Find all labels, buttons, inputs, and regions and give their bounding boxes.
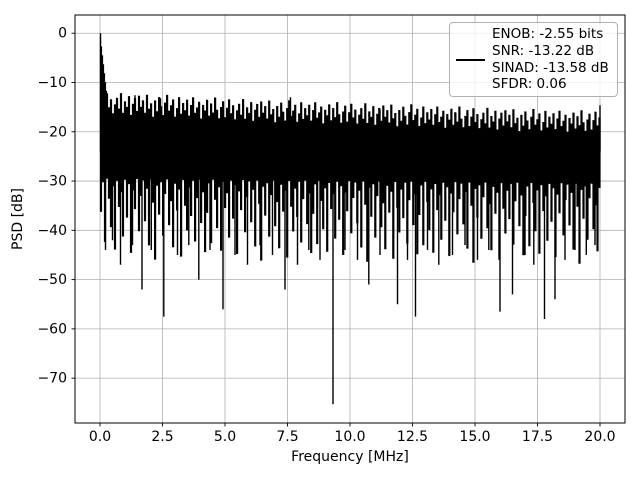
- legend-line-sample-icon: [456, 58, 485, 61]
- legend-snr: SNR: -13.22 dB: [492, 42, 595, 59]
- x-tick-labels: 0.0 2.5 5.0 7.5 10.0 12.5 15.0 17.5 20.0: [89, 429, 616, 445]
- tick-label: 10.0: [334, 429, 365, 445]
- tick-label: −10: [37, 75, 67, 91]
- tick-label: −30: [37, 174, 67, 190]
- legend-enob: ENOB: -2.55 bits: [492, 26, 604, 42]
- legend: ENOB: -2.55 bits SNR: -13.22 dB SINAD: -…: [449, 22, 618, 98]
- legend-text-block: ENOB: -2.55 bits SNR: -13.22 dB SINAD: -…: [492, 26, 609, 93]
- axis-ticks: [71, 32, 601, 427]
- x-axis-label: Frequency [MHz]: [291, 449, 409, 465]
- tick-label: 2.5: [151, 429, 173, 445]
- tick-label: −20: [37, 124, 67, 140]
- tick-label: 15.0: [459, 429, 490, 445]
- tick-label: 5.0: [214, 429, 236, 445]
- y-axis-label: PSD [dB]: [10, 188, 26, 250]
- tick-label: 12.5: [397, 429, 428, 445]
- legend-sinad: SINAD: -13.58 dB: [492, 59, 609, 76]
- y-tick-labels: 0 −10 −20 −30 −40 −50 −60 −70: [37, 26, 67, 387]
- tick-label: 0: [58, 26, 67, 42]
- tick-label: −70: [37, 371, 67, 387]
- tick-label: 0.0: [89, 429, 111, 445]
- tick-label: 20.0: [584, 429, 615, 445]
- tick-label: −60: [37, 321, 67, 337]
- legend-sfdr: SFDR: 0.06: [492, 76, 567, 93]
- psd-up-spikes: [99, 33, 601, 152]
- tick-label: −40: [37, 223, 67, 239]
- psd-deep-notches: [104, 161, 596, 405]
- tick-label: 17.5: [522, 429, 553, 445]
- tick-label: 7.5: [276, 429, 298, 445]
- tick-label: −50: [37, 272, 67, 288]
